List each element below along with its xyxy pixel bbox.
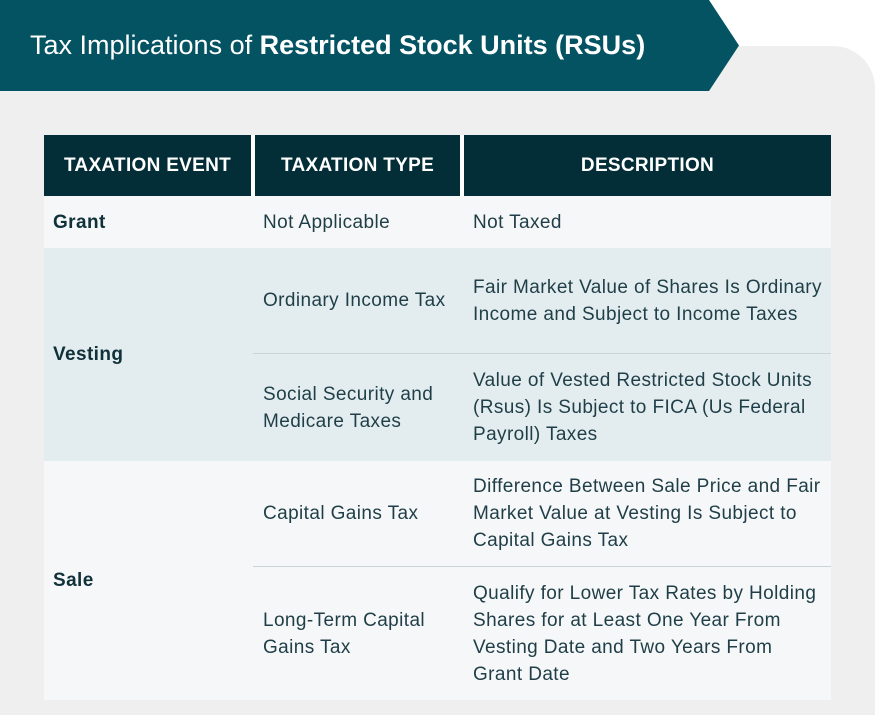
header-taxation-event: TAXATION EVENT: [44, 135, 255, 196]
page-title: Tax Implications of Restricted Stock Uni…: [30, 30, 645, 61]
description-cell: Qualify for Lower Tax Rates by Holding S…: [462, 566, 831, 700]
description-cell: Difference Between Sale Price and Fair M…: [462, 461, 831, 567]
event-cell-vesting: Vesting: [44, 248, 253, 461]
event-cell-sale: Sale: [44, 461, 253, 700]
table-row: Social Security and Medicare Taxes Value…: [44, 353, 831, 461]
type-cell: Ordinary Income Tax: [253, 248, 462, 354]
description-cell: Fair Market Value of Shares Is Ordinary …: [462, 248, 831, 354]
header-taxation-type: TAXATION TYPE: [253, 135, 464, 196]
rsu-tax-table: TAXATION EVENT TAXATION TYPE DESCRIPTION…: [44, 135, 831, 700]
table-row: Sale Capital Gains Tax Difference Betwee…: [44, 461, 831, 700]
table-row: Vesting Ordinary Income Tax Fair Market …: [44, 248, 831, 461]
type-cell: Long-Term Capital Gains Tax: [253, 566, 462, 700]
table-header-row: TAXATION EVENT TAXATION TYPE DESCRIPTION: [44, 135, 831, 196]
type-cell: Not Applicable: [253, 196, 462, 248]
event-cell-grant: Grant: [44, 196, 253, 248]
description-cell: Value of Vested Restricted Stock Units (…: [462, 353, 831, 461]
header-description: DESCRIPTION: [462, 135, 831, 196]
table-row: Long-Term Capital Gains Tax Qualify for …: [44, 566, 831, 700]
table-row: Grant Not Applicable Not Taxed: [44, 196, 831, 248]
type-cell: Capital Gains Tax: [253, 461, 462, 567]
type-cell: Social Security and Medicare Taxes: [253, 353, 462, 461]
title-banner: Tax Implications of Restricted Stock Uni…: [0, 0, 739, 91]
title-emphasis: Restricted Stock Units (RSUs): [259, 30, 646, 60]
title-prefix: Tax Implications of: [30, 30, 253, 60]
description-cell: Not Taxed: [462, 196, 831, 248]
